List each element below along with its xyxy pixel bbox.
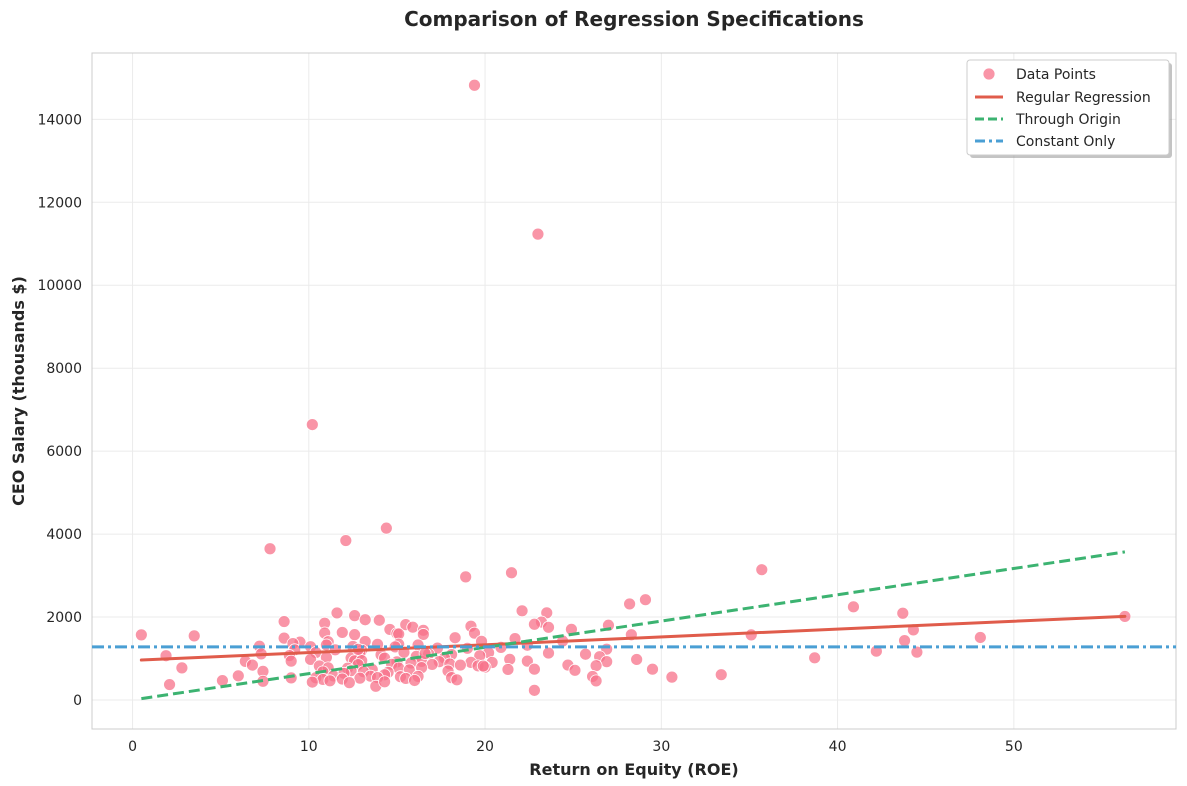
data-point [339, 534, 353, 547]
y-tick-label: 6000 [46, 444, 82, 460]
data-point [335, 626, 349, 639]
data-point [589, 674, 603, 688]
data-point [542, 646, 555, 660]
x-axis-title: Return on Equity (ROE) [529, 760, 738, 779]
data-point [505, 566, 518, 580]
data-point [372, 613, 386, 627]
data-point [665, 670, 679, 684]
data-point [379, 521, 393, 535]
data-point [468, 78, 481, 92]
data-point [531, 227, 545, 241]
data-point [175, 661, 189, 675]
y-tick-labels: 0 2000 4000 6000 8000 10000 12000 14000 [37, 112, 82, 709]
data-point [459, 570, 473, 584]
chart-title: Comparison of Regression Specifications [404, 7, 864, 31]
data-point [646, 662, 659, 676]
data-point [910, 645, 924, 659]
data-point [847, 600, 860, 614]
plot-frame [91, 52, 1177, 730]
data-point [353, 671, 367, 685]
data-point [358, 613, 372, 627]
x-tick-label: 40 [829, 739, 847, 755]
data-point [501, 663, 515, 676]
data-point [305, 418, 319, 431]
legend: Data Points Regular Regression Through O… [966, 59, 1172, 158]
data-point [630, 653, 644, 666]
x-tick-label: 50 [1005, 739, 1023, 755]
data-point [378, 675, 391, 689]
data-point [323, 674, 337, 688]
y-tick-label: 0 [73, 693, 82, 709]
data-point [342, 676, 356, 690]
data-point [348, 628, 362, 642]
data-point [528, 683, 541, 697]
legend-marker-data-points [982, 67, 996, 81]
data-point [896, 606, 910, 620]
y-tick-label: 4000 [46, 527, 82, 543]
data-point [163, 678, 176, 691]
x-tick-label: 30 [652, 739, 670, 755]
data-point [277, 615, 291, 628]
x-tick-labels: 0 10 20 30 40 50 [128, 739, 1023, 755]
data-point [408, 674, 421, 687]
data-point [973, 631, 987, 644]
data-point [245, 658, 259, 672]
legend-label-through-origin: Through Origin [1015, 112, 1121, 128]
data-point [528, 617, 541, 631]
x-tick-label: 20 [476, 739, 494, 755]
data-point [448, 631, 462, 645]
data-point [714, 668, 728, 682]
legend-label-data-points: Data Points [1016, 67, 1096, 83]
data-point [623, 597, 636, 611]
data-point [231, 669, 245, 683]
x-tick-label: 10 [300, 739, 318, 755]
data-point [528, 662, 541, 676]
data-point [187, 629, 201, 643]
data-point [468, 626, 481, 640]
x-tick-label: 0 [128, 739, 137, 755]
y-tick-label: 12000 [37, 195, 82, 211]
data-point [898, 634, 911, 648]
regression-lines [92, 550, 1176, 701]
y-tick-label: 8000 [46, 361, 82, 377]
data-point [134, 628, 148, 642]
legend-label-regular-regression: Regular Regression [1016, 90, 1151, 106]
y-axis-title: CEO Salary (thousands $) [9, 276, 28, 506]
data-point [330, 606, 344, 620]
data-point [520, 654, 534, 668]
data-point [589, 659, 603, 673]
legend-label-constant-only: Constant Only [1016, 134, 1115, 150]
data-point [744, 628, 758, 642]
data-point [450, 673, 464, 687]
data-point [406, 620, 420, 634]
data-point [568, 663, 582, 677]
data-point [453, 658, 467, 672]
data-point [542, 620, 555, 634]
y-tick-label: 14000 [37, 112, 82, 128]
y-tick-label: 10000 [37, 278, 82, 294]
through-origin-line [141, 550, 1126, 701]
data-point [425, 658, 439, 671]
data-point [263, 542, 277, 556]
data-point [515, 604, 529, 618]
data-point [476, 659, 490, 673]
regular-regression-line [139, 614, 1127, 662]
legend-box [966, 59, 1170, 156]
data-point [755, 563, 769, 577]
data-point [305, 675, 319, 689]
data-point [284, 654, 298, 668]
data-point [639, 593, 652, 607]
data-point [808, 651, 822, 665]
data-point [579, 647, 592, 661]
data-points-series [134, 78, 1132, 697]
y-tick-label: 2000 [46, 610, 82, 626]
data-point [416, 628, 430, 641]
